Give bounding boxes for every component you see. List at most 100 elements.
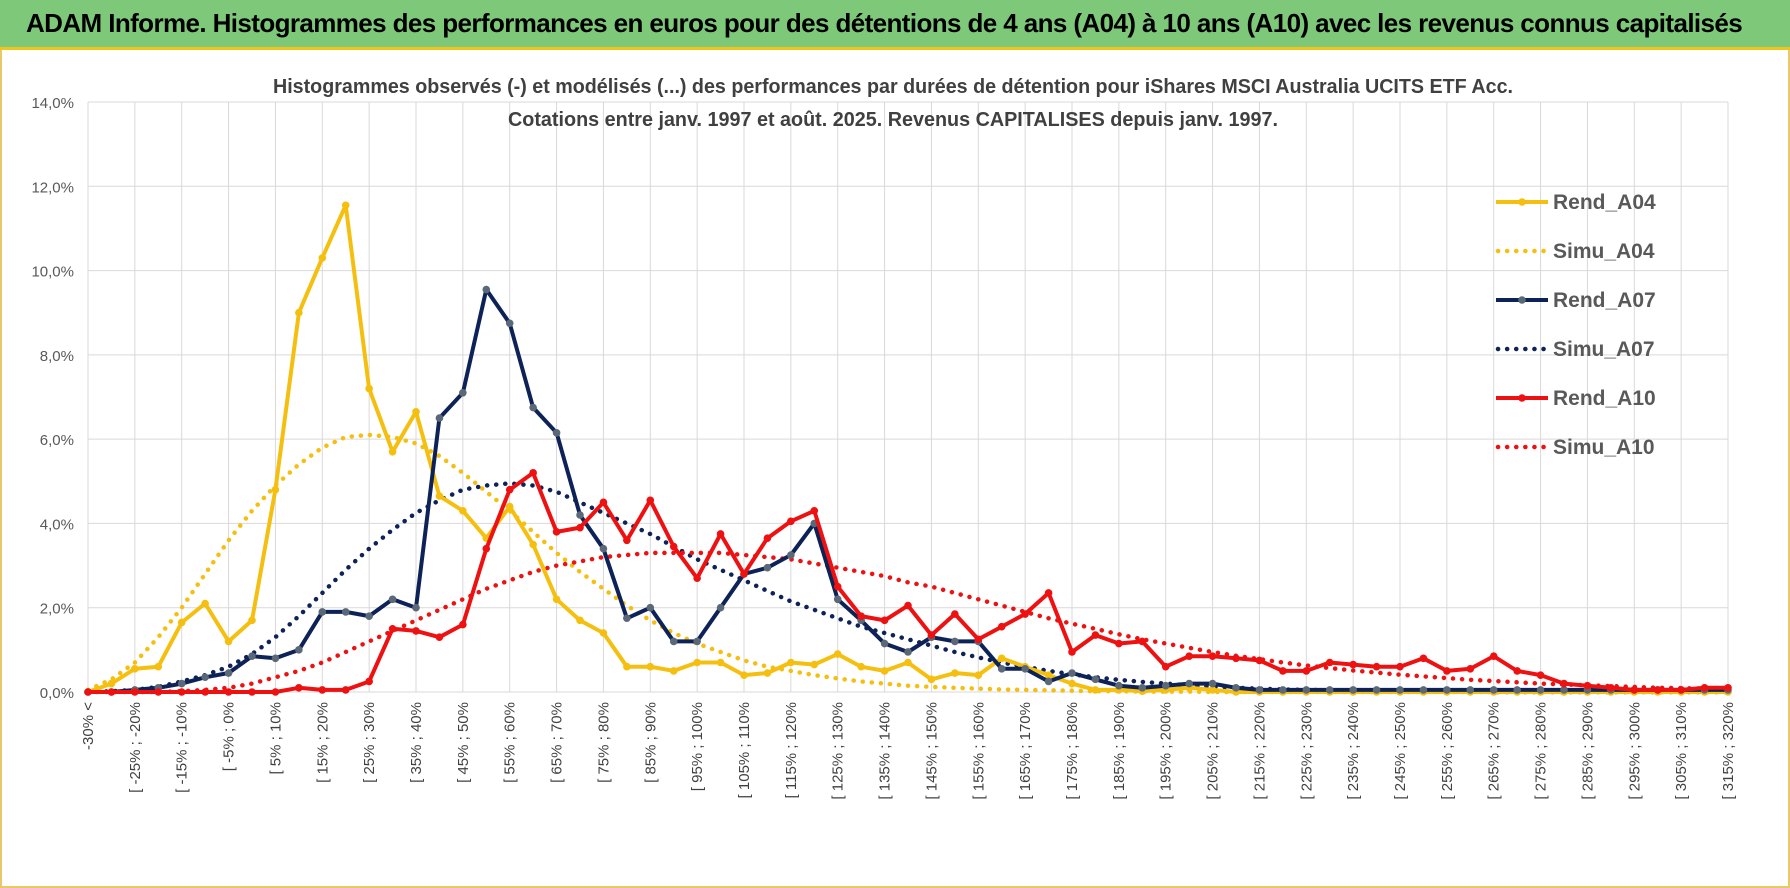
- x-tick-label: [ 65% ; 70%: [549, 702, 566, 783]
- data-point: [1583, 681, 1592, 690]
- data-point: [669, 667, 678, 675]
- data-point: [1443, 667, 1451, 675]
- data-point: [295, 683, 303, 692]
- x-tick-label: [ 15% ; 20%: [314, 702, 331, 783]
- data-point: [154, 688, 163, 696]
- data-point: [552, 595, 561, 604]
- data-point: [1489, 686, 1498, 694]
- data-point: [810, 506, 819, 515]
- data-point: [951, 637, 959, 646]
- legend-item: Simu_A07: [1495, 338, 1655, 361]
- x-tick-label: [ -15% ; -10%: [174, 702, 191, 793]
- data-point: [84, 688, 92, 696]
- x-tick-label: [ 5% ; 10%: [267, 702, 284, 775]
- data-point: [459, 620, 467, 629]
- data-point: [740, 671, 748, 679]
- data-point: [576, 511, 584, 519]
- data-point: [623, 536, 631, 545]
- data-point: [1091, 675, 1100, 684]
- data-point: [1325, 686, 1334, 694]
- data-point: [623, 662, 631, 671]
- data-point: [716, 603, 725, 612]
- data-point: [1466, 665, 1475, 673]
- x-tick-label: [ 205% ; 210%: [1205, 702, 1222, 800]
- data-point: [1489, 652, 1498, 660]
- data-point: [248, 652, 256, 660]
- legend-label: Simu_A07: [1553, 338, 1655, 361]
- data-point: [107, 679, 116, 688]
- data-point: [1560, 679, 1568, 688]
- data-point: [435, 414, 444, 422]
- data-point: [1560, 686, 1568, 694]
- data-point: [1536, 686, 1545, 694]
- data-point: [1021, 610, 1029, 618]
- data-point: [1208, 679, 1217, 688]
- x-tick-label: [ 95% ; 100%: [689, 702, 706, 791]
- data-point: [1138, 637, 1147, 646]
- data-point: [716, 658, 725, 667]
- data-point: [201, 673, 209, 682]
- series-line: [85, 550, 1731, 695]
- legend-label: Simu_A04: [1553, 240, 1655, 263]
- x-tick-label: [ 45% ; 50%: [455, 702, 472, 783]
- data-point: [1115, 681, 1123, 690]
- data-point: [482, 544, 491, 553]
- data-point: [716, 530, 725, 538]
- data-point: [1372, 686, 1381, 694]
- data-point: [529, 403, 537, 412]
- data-point: [880, 616, 889, 625]
- legend-item: Rend_A07: [1496, 289, 1656, 312]
- data-point: [974, 671, 983, 679]
- data-point: [388, 595, 397, 604]
- data-point: [224, 688, 233, 696]
- data-point: [646, 603, 655, 612]
- series-line: [87, 203, 1728, 694]
- x-tick-label: [ -5% ; 0%: [221, 702, 238, 771]
- legend-item: Rend_A10: [1496, 387, 1656, 410]
- data-point: [1349, 660, 1357, 669]
- data-point: [482, 285, 491, 294]
- x-tick-label: [ 275% ; 280%: [1533, 702, 1550, 800]
- legend-label: Rend_A07: [1553, 289, 1656, 312]
- data-point: [1466, 686, 1475, 694]
- x-tick-label: [ 165% ; 170%: [1017, 702, 1034, 800]
- data-point: [248, 688, 256, 696]
- data-point: [1724, 683, 1732, 692]
- series-line: [85, 481, 1731, 695]
- grid: [87, 101, 1729, 693]
- legend-marker: [1518, 198, 1526, 206]
- data-point: [1513, 686, 1521, 694]
- data-point: [1419, 654, 1428, 663]
- data-point: [388, 447, 397, 456]
- data-point: [623, 614, 631, 623]
- data-point: [1607, 683, 1615, 692]
- data-point: [576, 523, 584, 532]
- data-point: [248, 616, 256, 625]
- data-point: [529, 540, 537, 549]
- data-point: [1349, 686, 1357, 694]
- data-point: [154, 662, 163, 671]
- legend-marker: [1518, 296, 1526, 304]
- y-tick-label: 0,0%: [40, 685, 74, 702]
- data-point: [271, 654, 280, 663]
- x-tick-label: [ 305% ; 310%: [1673, 702, 1690, 800]
- data-point: [599, 544, 608, 553]
- x-tick-label: [ 175% ; 180%: [1064, 702, 1081, 800]
- series-rend-a10: [84, 469, 1732, 696]
- y-tick-label: 4,0%: [40, 516, 74, 533]
- legend-marker: [1518, 394, 1526, 402]
- x-tick-label: [ 145% ; 150%: [923, 702, 940, 800]
- data-point: [1044, 589, 1053, 597]
- data-point: [1044, 671, 1053, 679]
- data-point: [1185, 679, 1193, 688]
- data-point: [224, 669, 233, 677]
- data-point: [1396, 686, 1404, 694]
- data-point: [1255, 686, 1264, 694]
- data-point: [552, 429, 561, 437]
- data-point: [787, 658, 795, 667]
- data-point: [435, 633, 444, 642]
- data-point: [1700, 683, 1709, 692]
- data-point: [388, 624, 397, 633]
- data-point: [787, 551, 795, 559]
- title-banner: ADAM Informe. Histogrammes des performan…: [0, 0, 1790, 50]
